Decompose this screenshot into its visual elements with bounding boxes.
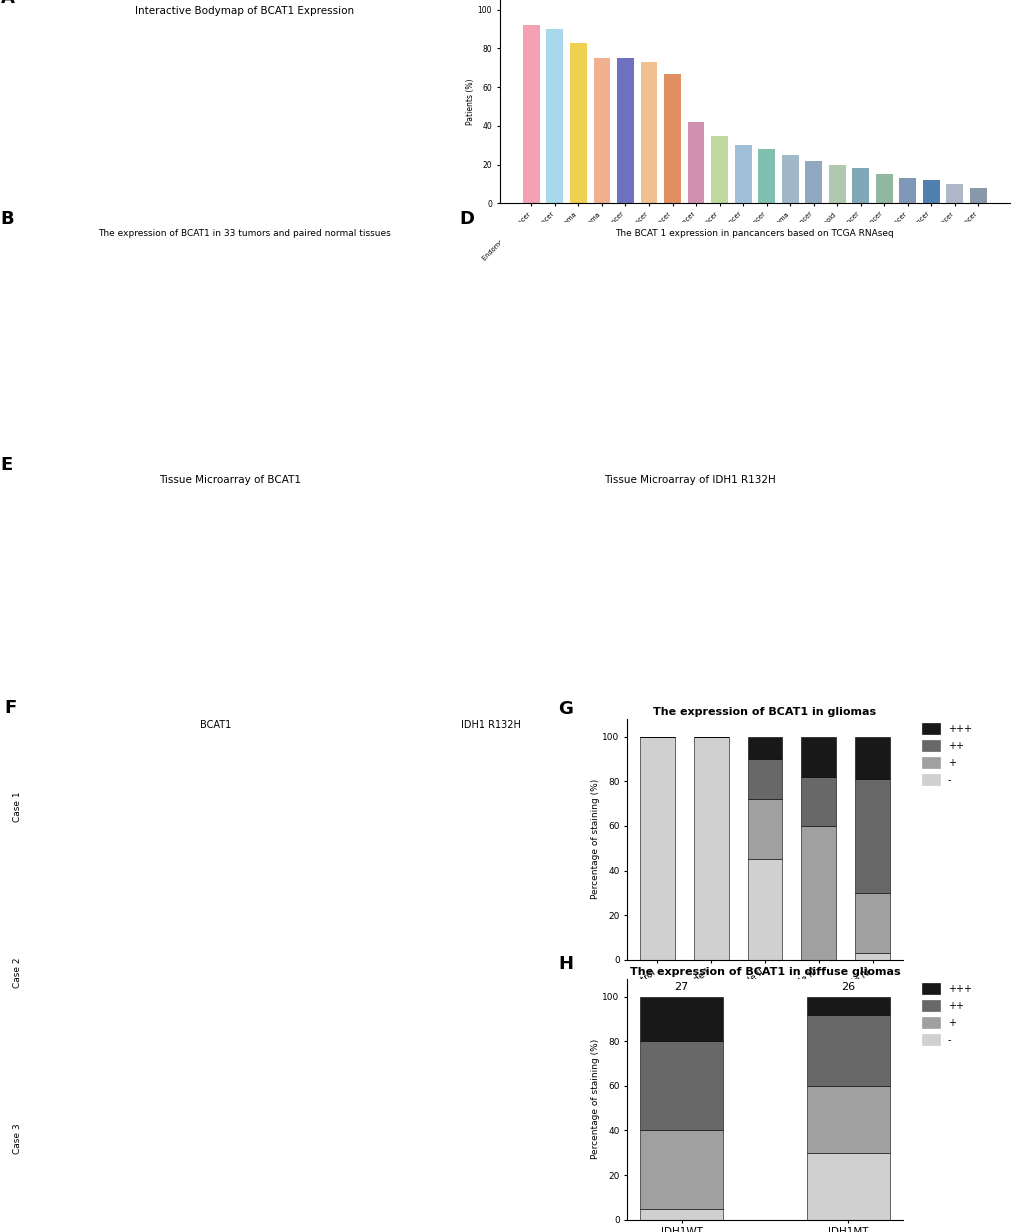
Bar: [546, 30, 562, 203]
Title: The expression of BCAT1 in diffuse gliomas: The expression of BCAT1 in diffuse gliom…: [629, 967, 900, 977]
Bar: [851, 169, 868, 203]
Text: IDH1 R132H: IDH1 R132H: [461, 719, 521, 729]
Bar: [757, 149, 774, 203]
Bar: [946, 184, 962, 203]
Text: E: E: [0, 456, 12, 474]
Bar: [687, 122, 704, 203]
Text: H: H: [558, 955, 573, 973]
Text: The BCAT 1 expression in pancancers based on TCGA RNAseq: The BCAT 1 expression in pancancers base…: [614, 229, 894, 238]
Bar: [804, 160, 821, 203]
Bar: [747, 800, 782, 860]
Bar: [710, 136, 728, 203]
Legend: +++, ++, +, -: +++, ++, +, -: [918, 979, 975, 1050]
Bar: [801, 737, 836, 777]
Legend: +++, ++, +, -: +++, ++, +, -: [918, 719, 975, 790]
Text: B: B: [1, 209, 14, 228]
Bar: [969, 187, 985, 203]
Title: The expression of BCAT1 in gliomas: The expression of BCAT1 in gliomas: [653, 707, 875, 717]
Bar: [639, 1131, 722, 1209]
Text: 27: 27: [674, 982, 688, 992]
Bar: [663, 74, 681, 203]
Bar: [801, 825, 836, 960]
Bar: [854, 954, 890, 960]
Bar: [874, 174, 892, 203]
Text: Tissue Microarray of IDH1 R132H: Tissue Microarray of IDH1 R132H: [603, 476, 775, 485]
Bar: [640, 62, 657, 203]
Bar: [523, 25, 539, 203]
Text: Interactive Bodymap of BCAT1 Expression: Interactive Bodymap of BCAT1 Expression: [136, 6, 354, 16]
Bar: [827, 165, 845, 203]
Bar: [639, 737, 675, 960]
Bar: [806, 997, 890, 1014]
Bar: [854, 779, 890, 893]
Text: The expression of BCAT1 in 33 tumors and paired normal tissues: The expression of BCAT1 in 33 tumors and…: [98, 229, 391, 238]
Text: Case 1: Case 1: [13, 791, 22, 822]
Bar: [734, 145, 751, 203]
Bar: [747, 759, 782, 800]
Bar: [616, 58, 634, 203]
Text: Tissue Microarray of BCAT1: Tissue Microarray of BCAT1: [159, 476, 301, 485]
Bar: [899, 179, 915, 203]
Y-axis label: Patients (%): Patients (%): [466, 79, 475, 124]
Bar: [922, 180, 938, 203]
Bar: [806, 1014, 890, 1085]
Text: Case 2: Case 2: [13, 957, 22, 988]
Text: F: F: [4, 700, 16, 717]
Bar: [639, 1209, 722, 1220]
Y-axis label: Percentage of staining (%): Percentage of staining (%): [590, 1039, 599, 1159]
Bar: [854, 737, 890, 779]
Text: 26: 26: [841, 982, 855, 992]
Bar: [801, 777, 836, 825]
Text: G: G: [558, 700, 573, 717]
Bar: [639, 1041, 722, 1131]
Bar: [747, 860, 782, 960]
Bar: [570, 43, 586, 203]
Bar: [781, 155, 798, 203]
Text: A: A: [1, 0, 14, 7]
Bar: [639, 997, 722, 1041]
Bar: [854, 893, 890, 954]
Text: D: D: [459, 209, 474, 228]
Bar: [693, 737, 728, 960]
Bar: [806, 1085, 890, 1153]
Text: BCAT1: BCAT1: [200, 719, 231, 729]
Bar: [806, 1153, 890, 1220]
Bar: [593, 58, 609, 203]
Text: Case 3: Case 3: [13, 1124, 22, 1154]
Y-axis label: Percentage of staining (%): Percentage of staining (%): [590, 779, 599, 899]
Bar: [747, 737, 782, 759]
